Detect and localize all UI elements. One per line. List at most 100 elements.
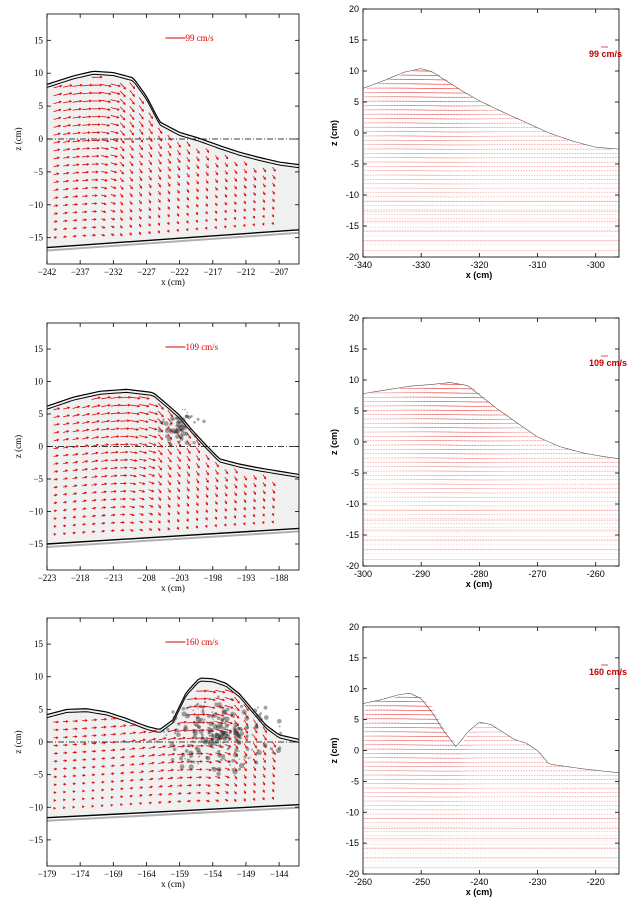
x-axis-label: x (cm) (161, 583, 185, 593)
bubble (158, 429, 162, 433)
plot-area (47, 389, 299, 547)
x-tick-label: -310 (529, 260, 547, 270)
x-axis-label: x (cm) (161, 277, 185, 287)
y-axis-label: z (cm) (13, 435, 23, 458)
y-tick-label: 15 (34, 344, 44, 354)
x-tick-label: −188 (270, 573, 289, 583)
velocity-field (364, 384, 619, 554)
free-surface (363, 69, 619, 149)
simulation-panel-1: -340 -330 -320 -310 -300-20-15-10-505101520x… (329, 4, 622, 280)
bubble (185, 441, 189, 445)
x-axis-label: x (cm) (466, 270, 493, 280)
bubble (182, 424, 184, 426)
y-tick-label: 0 (39, 134, 44, 144)
y-tick-label: −10 (29, 200, 44, 210)
x-tick-label: −193 (237, 573, 256, 583)
y-tick-label: 15 (349, 35, 359, 45)
bubble (187, 412, 189, 414)
x-tick-label: −217 (204, 267, 223, 277)
velocity-arrow (120, 405, 130, 406)
bubble (170, 416, 175, 421)
simulation-panel-2: -300 -290 -280 -270 -260-20-15-10-505101520x… (329, 313, 627, 589)
x-tick-label: −227 (137, 267, 156, 277)
x-tick-label: −213 (104, 573, 123, 583)
y-tick-label: −10 (29, 507, 44, 517)
bubble (178, 416, 182, 420)
y-tick-label: 10 (34, 68, 44, 78)
bubble (180, 428, 183, 431)
bubble (192, 441, 195, 444)
plot-area (47, 71, 299, 250)
x-tick-label: −218 (71, 573, 90, 583)
y-tick-label: -20 (346, 252, 359, 262)
plot-area (363, 383, 619, 560)
velocity-arrow (120, 397, 130, 398)
bubble (159, 421, 162, 424)
x-tick-label: −203 (170, 573, 189, 583)
bubble (169, 423, 172, 426)
bubble (202, 420, 205, 423)
bubble (157, 418, 158, 419)
x-tick-label: −208 (137, 573, 156, 583)
y-tick-label: -10 (346, 190, 359, 200)
bubble (179, 425, 182, 428)
y-tick-label: −5 (33, 167, 43, 177)
bubble (194, 434, 198, 438)
scale-label: 109 cm/s (185, 342, 218, 352)
bubble (182, 409, 183, 410)
x-tick-label: −242 (38, 267, 57, 277)
y-tick-label: 15 (34, 35, 44, 45)
bubble (166, 427, 169, 430)
scale-label: 99 cm/s (185, 33, 214, 43)
x-tick-label: −237 (71, 267, 90, 277)
y-tick-label: 5 (39, 101, 44, 111)
bubble (197, 418, 200, 421)
x-tick-label: −198 (204, 573, 223, 583)
x-tick-label: −232 (104, 267, 123, 277)
bubble (184, 409, 186, 411)
plot-area (363, 69, 619, 251)
bubble (185, 415, 189, 419)
velocity-field (364, 71, 619, 245)
bubble (169, 429, 174, 434)
y-tick-label: 20 (349, 4, 359, 14)
x-tick-label: −223 (38, 573, 57, 583)
y-tick-label: -15 (346, 221, 359, 231)
experiment-panel-2: −223 −218 −213 −208 −203 −198 −193 −188 −15 −10 −5… (13, 323, 299, 593)
x-tick-label: -330 (412, 260, 430, 270)
bubble (193, 421, 196, 424)
y-tick-label: -5 (351, 159, 359, 169)
y-tick-label: 10 (34, 377, 44, 387)
y-axis-label: z (cm) (329, 120, 339, 146)
y-tick-label: 5 (354, 97, 359, 107)
x-tick-label: -320 (470, 260, 488, 270)
y-tick-label: 10 (349, 66, 359, 76)
bubble (190, 415, 193, 418)
bubble (188, 428, 191, 431)
bubble (176, 430, 180, 434)
bubble (180, 437, 184, 441)
x-tick-label: −207 (270, 267, 289, 277)
bubble (169, 442, 171, 444)
x-tick-label: −222 (170, 267, 189, 277)
bubble (178, 440, 181, 443)
scale-label: 99 cm/s (589, 49, 622, 59)
y-tick-label: −5 (33, 474, 43, 484)
experiment-panel-1: −242 −237 −232 −227 −222 −217 −212 −207 −15 −10 −5… (13, 14, 299, 287)
bubble (185, 419, 186, 420)
bubble (181, 431, 186, 436)
y-tick-label: 5 (39, 409, 44, 419)
x-tick-label: −212 (237, 267, 256, 277)
bubble (185, 426, 187, 428)
x-tick-label: -300 (587, 260, 605, 270)
bubble (162, 419, 164, 421)
bubble (164, 421, 169, 426)
y-tick-label: −15 (29, 539, 44, 549)
y-tick-label: 0 (354, 128, 359, 138)
y-axis-label: z (cm) (13, 127, 23, 150)
y-tick-label: 0 (39, 442, 44, 452)
axes-frame (363, 9, 619, 257)
bubble (176, 428, 178, 430)
y-tick-label: −15 (29, 233, 44, 243)
